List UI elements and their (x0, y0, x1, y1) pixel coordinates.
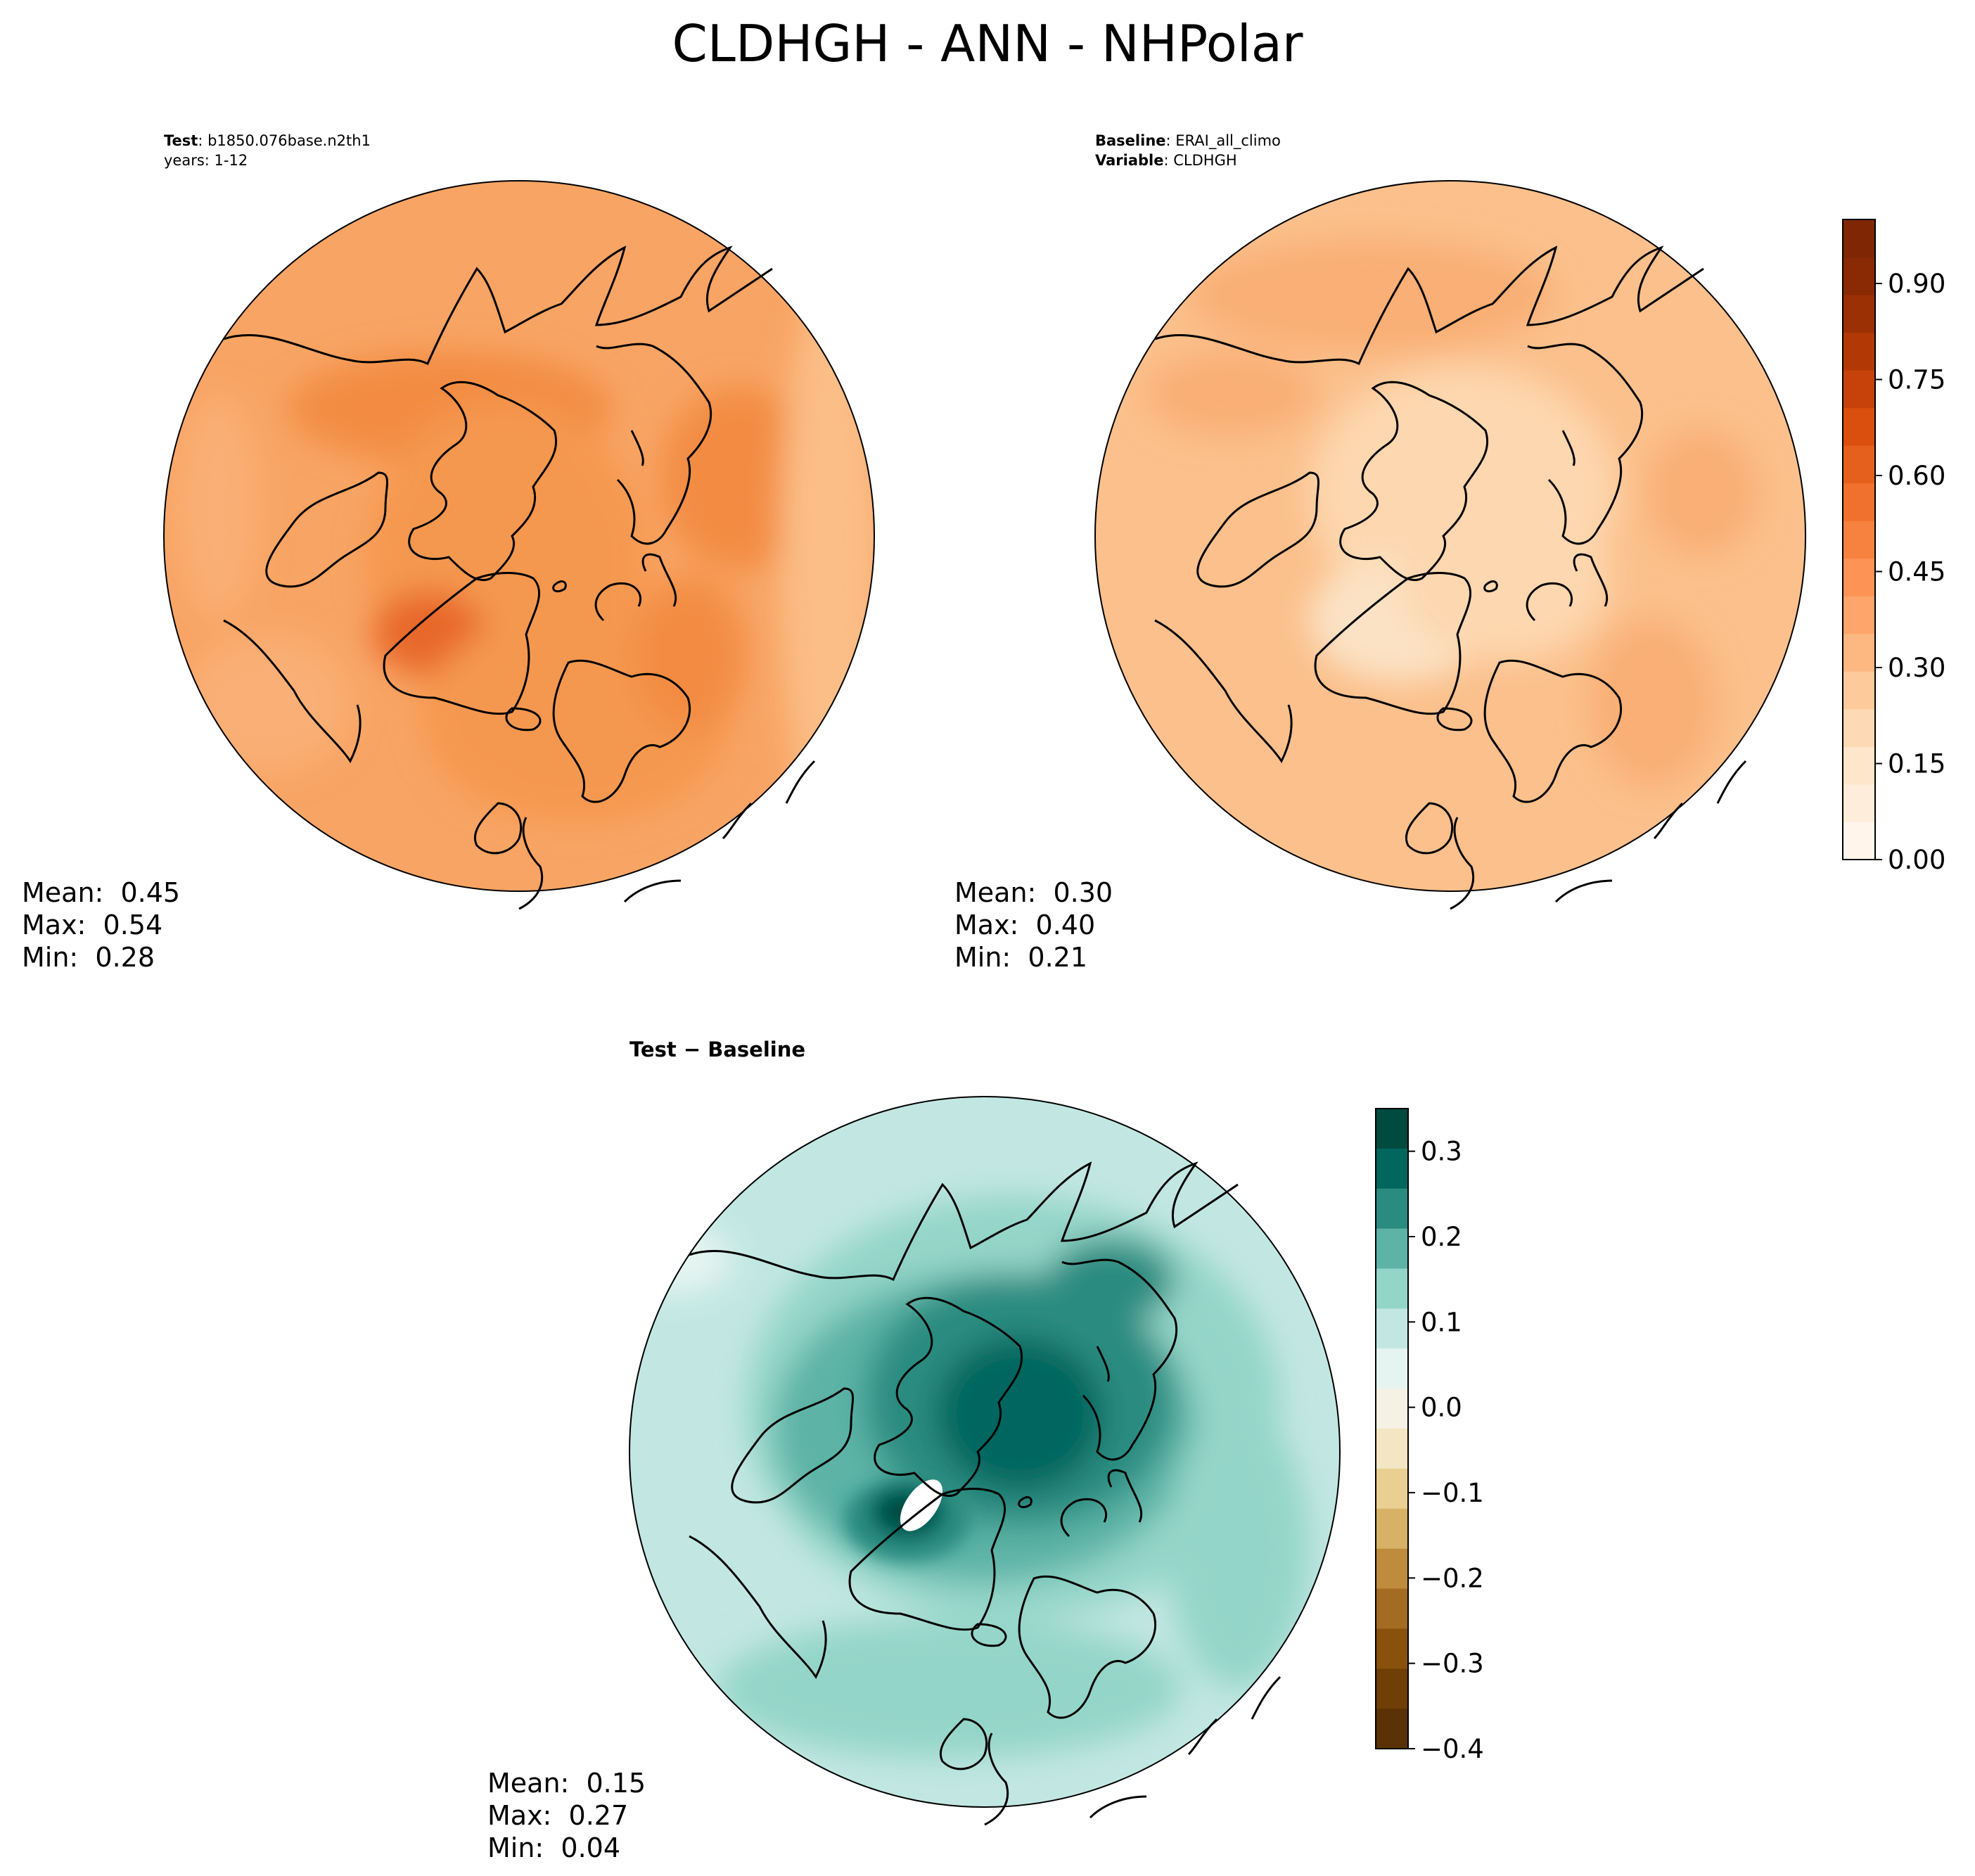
diff-colorbar-tick-label: 0.0 (1421, 1393, 1462, 1423)
test-mean: Mean: 0.45 (22, 877, 181, 908)
baseline-map (1094, 180, 1806, 910)
main-colorbar-tick-label: 0.15 (1888, 749, 1945, 779)
variable-label-value: CLDHGH (1173, 152, 1237, 169)
main-colorbar-segment (1843, 746, 1875, 785)
diff-colorbar-segment (1376, 1709, 1408, 1749)
diff-colorbar-segment (1376, 1308, 1408, 1349)
diff-colorbar-tick-label: 0.1 (1421, 1307, 1462, 1337)
main-colorbar-segment (1843, 596, 1875, 634)
baseline-map-border (1094, 180, 1806, 892)
diff-colorbar-tick-label: −0.2 (1421, 1563, 1484, 1593)
figure-title: CLDHGH - ANN - NHPolar (672, 14, 1303, 73)
diff-colorbar-segment (1376, 1429, 1408, 1469)
difference-map-border (629, 1096, 1341, 1808)
main-colorbar-border (1842, 219, 1876, 860)
main-colorbar-segment (1843, 822, 1875, 860)
diff-colorbar-border (1375, 1108, 1409, 1749)
main-colorbar-segment (1843, 784, 1875, 822)
test-map (163, 180, 875, 910)
test-subtitle: Test: b1850.076base.n2th1 years: 1-12 (164, 132, 371, 169)
main-colorbar-segment (1843, 633, 1875, 672)
diff-colorbar-tick-label: −0.3 (1421, 1649, 1484, 1679)
baseline-label-value: ERAI_all_climo (1175, 132, 1281, 149)
difference-stats: Mean: 0.15 Max: 0.27 Min: 0.04 (487, 1767, 646, 1864)
diff-colorbar-tick-label: 0.3 (1421, 1137, 1462, 1167)
diff-colorbar-segment (1376, 1508, 1408, 1550)
baseline-label-key: Baseline (1095, 132, 1166, 149)
baseline-stats: Mean: 0.30 Max: 0.40 Min: 0.21 (954, 876, 1113, 974)
variable-label-key: Variable (1095, 152, 1164, 169)
diff-colorbar-segment (1376, 1468, 1408, 1510)
baseline-subtitle: Baseline: ERAI_all_climo Variable: CLDHG… (1095, 132, 1281, 169)
diff-colorbar-segment (1376, 1588, 1408, 1629)
main-colorbar-tick-label: 0.00 (1888, 845, 1945, 875)
diff-colorbar-segment (1376, 1109, 1408, 1149)
difference-map (629, 1096, 1341, 1826)
main-colorbar-segment (1843, 257, 1875, 295)
main-colorbar-tick-label: 0.30 (1888, 653, 1945, 683)
main-colorbar-tick-label: 0.45 (1888, 557, 1945, 587)
difference-colorbar: 0.3 0.2 0.1 0.0 −0.1 −0.2 −0.3 −0.4 (1375, 1108, 1484, 1764)
main-colorbar-segment (1843, 332, 1875, 371)
test-label-key: Test (164, 132, 198, 149)
baseline-mean: Mean: 0.30 (954, 877, 1113, 908)
diff-colorbar-segment (1376, 1348, 1408, 1389)
main-colorbar-segment (1843, 219, 1875, 258)
main-colorbar-segment (1843, 521, 1875, 559)
diff-colorbar-segment (1376, 1268, 1408, 1309)
diff-colorbar-tick-label: −0.1 (1421, 1478, 1484, 1508)
baseline-map-field (1146, 239, 1758, 788)
main-colorbar-segment (1843, 445, 1875, 484)
main-colorbar-segment (1843, 483, 1875, 521)
main-colorbar-segment (1843, 708, 1875, 747)
main-colorbar-tick-label: 0.60 (1888, 461, 1945, 491)
test-max: Max: 0.54 (22, 910, 163, 940)
test-stats: Mean: 0.45 Max: 0.54 Min: 0.28 (22, 876, 180, 974)
main-colorbar: 0.00 0.15 0.30 0.45 0.60 0.75 0.90 (1842, 219, 1945, 875)
test-years: years: 1-12 (164, 152, 248, 169)
main-colorbar-tick-label: 0.90 (1888, 269, 1945, 299)
test-map-border (163, 180, 875, 892)
diff-colorbar-tick-label: −0.4 (1421, 1734, 1484, 1764)
diff-colorbar-segment (1376, 1188, 1408, 1230)
diff-colorbar-segment (1376, 1148, 1408, 1189)
diff-colorbar-tick-label: 0.2 (1421, 1222, 1462, 1252)
diff-colorbar-segment (1376, 1628, 1408, 1669)
main-colorbar-tick-label: 0.75 (1888, 365, 1945, 395)
baseline-max: Max: 0.40 (954, 910, 1096, 940)
baseline-min: Min: 0.21 (954, 942, 1087, 973)
difference-min: Min: 0.04 (487, 1832, 620, 1863)
test-label-value: b1850.076base.n2th1 (207, 132, 371, 149)
diff-colorbar-segment (1376, 1548, 1408, 1589)
main-colorbar-segment (1843, 558, 1875, 596)
main-colorbar-segment (1843, 295, 1875, 333)
difference-mean: Mean: 0.15 (487, 1768, 646, 1799)
main-colorbar-segment (1843, 671, 1875, 710)
difference-max: Max: 0.27 (487, 1800, 629, 1831)
diff-colorbar-segment (1376, 1668, 1408, 1709)
diff-colorbar-segment (1376, 1389, 1408, 1429)
test-min: Min: 0.28 (22, 942, 155, 973)
difference-title: Test − Baseline (629, 1038, 806, 1061)
diff-colorbar-segment (1376, 1228, 1408, 1269)
main-colorbar-segment (1843, 370, 1875, 409)
main-colorbar-segment (1843, 407, 1875, 446)
